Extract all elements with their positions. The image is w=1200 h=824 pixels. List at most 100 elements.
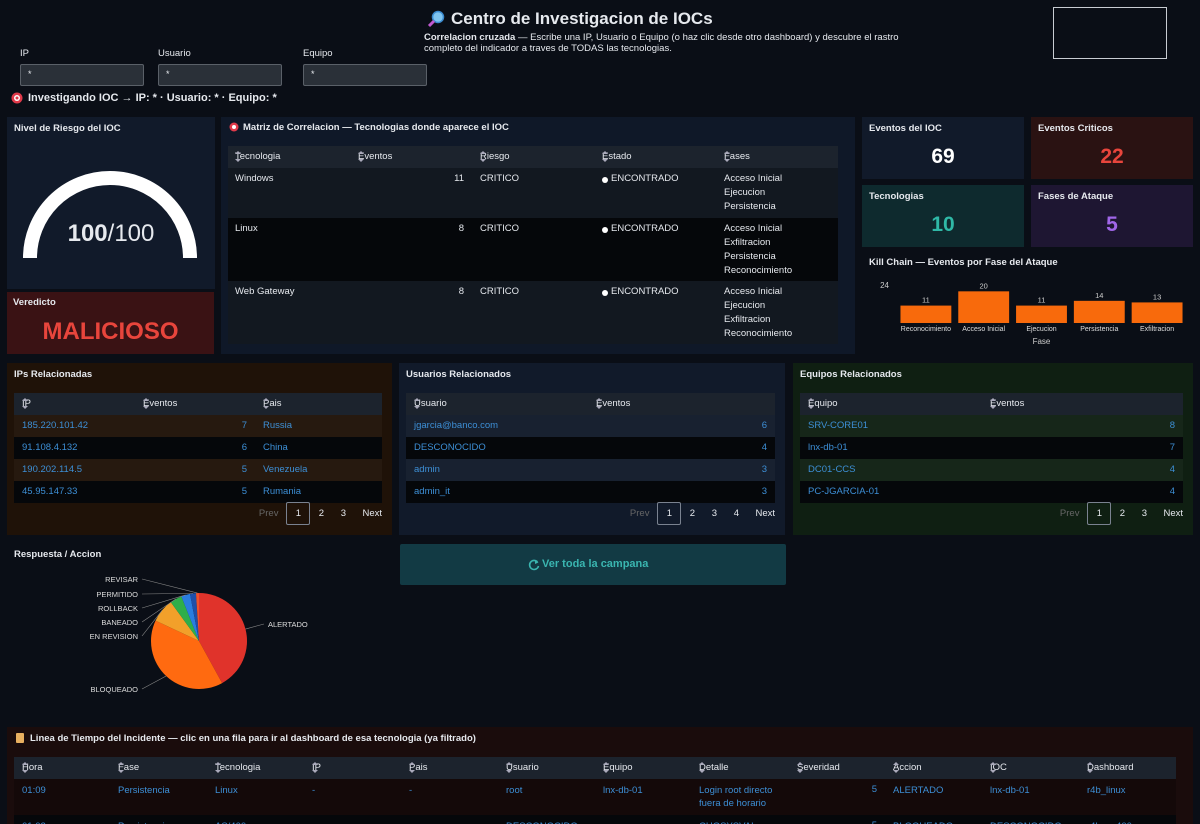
- sort-icon: [636, 398, 643, 408]
- filter-value: *: [311, 69, 315, 79]
- link-cell[interactable]: China: [263, 442, 288, 453]
- campaign-button[interactable]: [400, 544, 786, 585]
- top-right-box: [1053, 7, 1167, 59]
- kpi-value: 69: [931, 145, 955, 168]
- table-row: [14, 481, 382, 503]
- cell: Web Gateway: [235, 286, 295, 297]
- link-cell[interactable]: SRV-CORE01: [808, 420, 869, 431]
- filter-label: Usuario: [158, 48, 191, 59]
- investigating-line: Investigando IOC → IP: * · Usuario: * · …: [28, 92, 277, 104]
- link-cell[interactable]: lnx-db-01: [808, 442, 848, 453]
- cell: CRITICO: [480, 223, 520, 234]
- link-cell[interactable]: Venezuela: [263, 464, 308, 475]
- link-cell[interactable]: PC-JGARCIA-01: [808, 486, 880, 497]
- cell: 8: [458, 223, 464, 234]
- page-button[interactable]: 3: [340, 508, 347, 519]
- link-cell[interactable]: admin_it: [414, 486, 450, 497]
- sort-icon: [287, 398, 294, 408]
- table-row: [406, 437, 775, 459]
- kpi-card: [1031, 185, 1193, 247]
- link-cell[interactable]: DC01-CCS: [808, 464, 856, 475]
- icon-dot: [232, 125, 236, 129]
- verdict-panel: [7, 292, 214, 354]
- link-cell[interactable]: admin: [414, 464, 440, 475]
- link-cell[interactable]: 91.108.4.132: [22, 442, 78, 453]
- page-button[interactable]: 4: [733, 508, 740, 519]
- number-cell: 5: [241, 486, 247, 497]
- column-header: Pais: [263, 398, 294, 409]
- gauge-value: [23, 171, 197, 259]
- cell: ENCONTRADO: [611, 223, 679, 234]
- page-title: Centro de Investigacion de IOCs: [451, 9, 713, 28]
- filter-input[interactable]: *: [158, 64, 282, 86]
- panel-title: Usuarios Relacionados: [406, 369, 512, 380]
- sort-icon: [515, 151, 522, 161]
- cell: Linux: [215, 785, 238, 796]
- table-row: [228, 218, 838, 281]
- next-button[interactable]: Next: [1163, 508, 1183, 519]
- column-header: Severidad: [797, 762, 852, 773]
- link-cell[interactable]: DESCONOCIDO: [414, 442, 486, 453]
- header-text: Tecnologia: [235, 151, 281, 162]
- page-button[interactable]: 3: [1141, 508, 1148, 519]
- next-button[interactable]: Next: [362, 508, 382, 519]
- filter-input[interactable]: *: [303, 64, 427, 86]
- filter-input[interactable]: *: [20, 64, 144, 86]
- page-button[interactable]: 3: [711, 508, 718, 519]
- link-cell[interactable]: Rumania: [263, 486, 302, 497]
- kpi-value: 22: [1100, 145, 1124, 168]
- prev-button[interactable]: Prev: [629, 508, 650, 519]
- table-row: [406, 481, 775, 503]
- x-tick-label: Reconocimiento: [901, 326, 951, 333]
- column-header: Detalle: [699, 762, 741, 773]
- page-button[interactable]: 2: [318, 508, 325, 519]
- pie-slice: [170, 596, 199, 641]
- column-header: Fase: [118, 762, 152, 773]
- table-header: [406, 393, 775, 415]
- next-button[interactable]: Next: [755, 508, 775, 519]
- leader-line: [141, 675, 167, 690]
- header-text: Pais: [263, 398, 282, 409]
- cell: 8: [458, 286, 464, 297]
- icon-scroll: [16, 733, 24, 743]
- kpi-title: Tecnologias: [869, 191, 924, 202]
- number-cell: 3: [761, 486, 767, 497]
- link-cell[interactable]: Russia: [263, 420, 293, 431]
- kpi-card: [862, 117, 1024, 179]
- sort-icon: [755, 151, 762, 161]
- column-header: Hora: [22, 762, 55, 773]
- bar: [900, 305, 952, 323]
- table-row[interactable]: [14, 815, 1176, 824]
- kpi-card: [1031, 117, 1193, 179]
- page-button[interactable]: 1: [286, 502, 311, 525]
- pagination: Prev 1 2 3 Next: [258, 502, 382, 525]
- link-cell[interactable]: 190.202.114.5: [22, 464, 83, 475]
- number-cell: 8: [1169, 420, 1175, 431]
- number-cell: 6: [241, 442, 247, 453]
- link-cell[interactable]: 185.220.101.42: [22, 420, 89, 431]
- header-text: Equipo: [603, 762, 633, 773]
- page-button[interactable]: 2: [689, 508, 696, 519]
- table-row[interactable]: [14, 779, 1176, 815]
- sort-icon: [36, 398, 43, 408]
- link-cell[interactable]: 45.95.147.33: [22, 486, 78, 497]
- cell: AS/400: [215, 820, 305, 824]
- column-header: Accion: [893, 762, 934, 773]
- panel-title: Equipos Relacionados: [800, 369, 902, 380]
- page-button[interactable]: 1: [657, 502, 682, 525]
- pie-label: BANEADO: [101, 618, 138, 627]
- cell: ALERTADO: [893, 785, 944, 796]
- table-row: [14, 437, 382, 459]
- page-button[interactable]: 1: [1087, 502, 1112, 525]
- prev-button[interactable]: Prev: [258, 508, 279, 519]
- cell: Login root directo fuera de horario: [699, 785, 773, 809]
- column-header: Riesgo: [480, 151, 522, 162]
- pie-label: ALERTADO: [268, 620, 308, 629]
- page-button[interactable]: 2: [1119, 508, 1126, 519]
- panel-title: IPs Relacionadas: [14, 369, 93, 380]
- prev-button[interactable]: Prev: [1059, 508, 1080, 519]
- header-text: Fase: [118, 762, 140, 773]
- link-cell[interactable]: jgarcia@banco.com: [414, 420, 499, 431]
- sort-icon: [927, 762, 934, 772]
- cell: lnx-db-01: [990, 785, 1030, 796]
